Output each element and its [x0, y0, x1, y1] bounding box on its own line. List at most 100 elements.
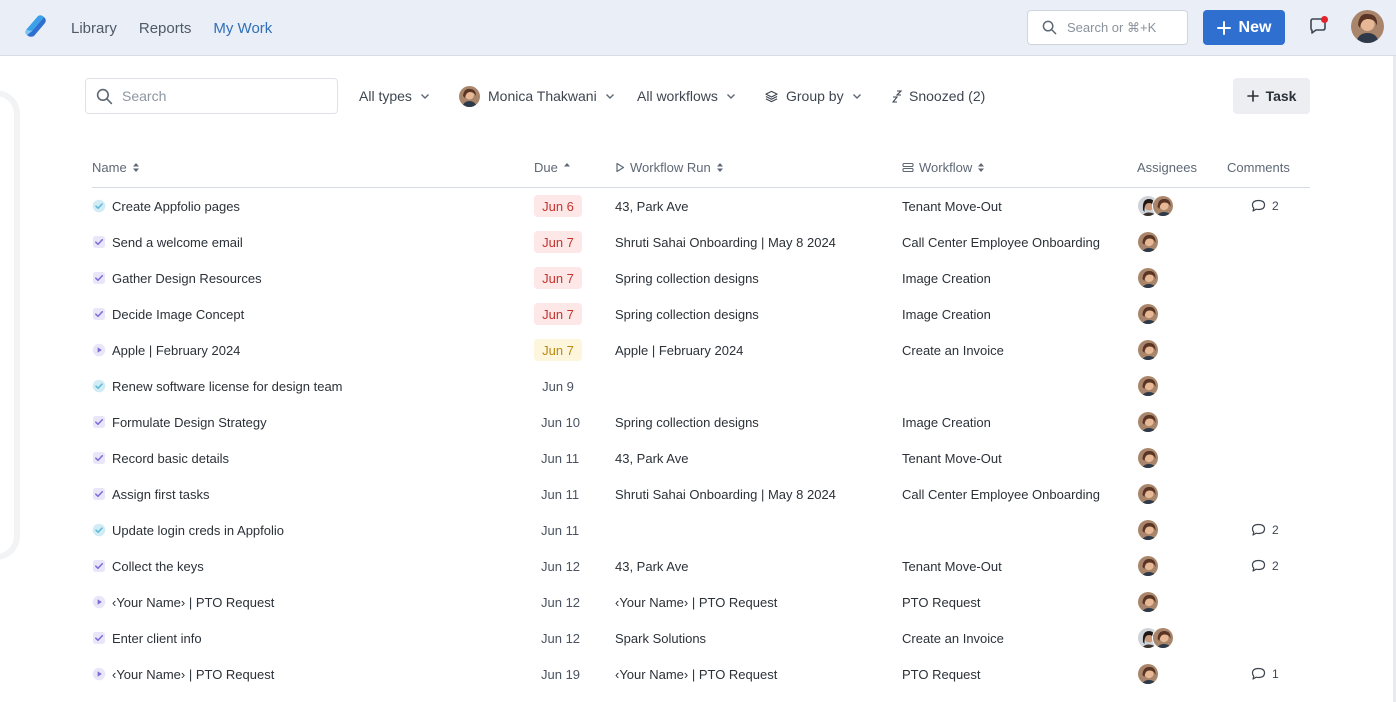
- avatar[interactable]: [1137, 519, 1159, 541]
- table-row[interactable]: Gather Design Resources Jun 7 Spring colle…: [92, 260, 1310, 296]
- table-row[interactable]: Send a welcome email Jun 7 Shruti Sahai On…: [92, 224, 1310, 260]
- due-date-badge[interactable]: Jun 7: [534, 303, 582, 325]
- task-name[interactable]: Create Appfolio pages: [112, 198, 240, 214]
- due-date-badge[interactable]: Jun 12: [541, 558, 581, 574]
- add-task-button[interactable]: Task: [1233, 78, 1310, 114]
- types-filter[interactable]: All types: [359, 78, 430, 114]
- task-name[interactable]: Enter client info: [112, 630, 202, 646]
- due-date-badge[interactable]: Jun 12: [541, 594, 581, 610]
- avatar[interactable]: [1137, 375, 1159, 397]
- assignee-avatars[interactable]: [1137, 195, 1174, 217]
- due-date-badge[interactable]: Jun 11: [541, 450, 580, 466]
- assignee-avatars[interactable]: [1137, 339, 1159, 361]
- avatar[interactable]: [1137, 303, 1159, 325]
- avatar[interactable]: [1152, 627, 1174, 649]
- workflow-run-link[interactable]: Spring collection designs: [615, 270, 759, 286]
- workflow-run-link[interactable]: ‹Your Name› | PTO Request: [615, 666, 778, 682]
- avatar[interactable]: [1137, 663, 1159, 685]
- play-circle-icon[interactable]: [92, 595, 106, 609]
- checkbox-icon[interactable]: [92, 451, 106, 465]
- assignee-avatars[interactable]: [1137, 627, 1174, 649]
- comment-count[interactable]: 2: [1251, 548, 1279, 584]
- checkbox-icon[interactable]: [92, 631, 106, 645]
- assignee-avatars[interactable]: [1137, 231, 1159, 253]
- assignee-avatars[interactable]: [1137, 555, 1159, 577]
- task-name[interactable]: ‹Your Name› | PTO Request: [112, 666, 275, 682]
- task-name[interactable]: Collect the keys: [112, 558, 204, 574]
- task-name[interactable]: Gather Design Resources: [112, 270, 262, 286]
- check-circle-icon[interactable]: [92, 379, 106, 393]
- checkbox-icon[interactable]: [92, 271, 106, 285]
- workflow-link[interactable]: Tenant Move-Out: [902, 450, 1002, 466]
- column-header-workflow-run[interactable]: Workflow Run: [615, 160, 724, 175]
- play-circle-icon[interactable]: [92, 343, 106, 357]
- workflow-run-link[interactable]: 43, Park Ave: [615, 558, 689, 574]
- assignee-avatars[interactable]: [1137, 483, 1159, 505]
- check-circle-icon[interactable]: [92, 199, 106, 213]
- nav-link-reports[interactable]: Reports: [138, 19, 192, 37]
- table-row[interactable]: Collect the keys Jun 12 43, Park Ave Tenant…: [92, 548, 1310, 584]
- table-row[interactable]: Enter client info Jun 12 Spark Solutions Cr…: [92, 620, 1310, 656]
- workflow-link[interactable]: Tenant Move-Out: [902, 198, 1002, 214]
- column-header-due[interactable]: Due: [534, 160, 571, 175]
- avatar[interactable]: [1152, 195, 1174, 217]
- workflow-link[interactable]: Create an Invoice: [902, 630, 1004, 646]
- due-date-badge[interactable]: Jun 19: [541, 666, 581, 682]
- workflow-run-link[interactable]: Apple | February 2024: [615, 342, 744, 358]
- workflow-run-link[interactable]: Shruti Sahai Onboarding | May 8 2024: [615, 234, 836, 250]
- workflow-run-link[interactable]: 43, Park Ave: [615, 198, 689, 214]
- table-row[interactable]: Record basic details Jun 11 43, Park Ave Te…: [92, 440, 1310, 476]
- workflow-link[interactable]: PTO Request: [902, 666, 981, 682]
- snoozed-filter[interactable]: Snoozed (2): [892, 78, 985, 114]
- table-row[interactable]: ‹Your Name› | PTO Request Jun 12 ‹Your Nam…: [92, 584, 1310, 620]
- assignee-avatars[interactable]: [1137, 303, 1159, 325]
- nav-link-my-work[interactable]: My Work: [213, 19, 273, 37]
- workflow-link[interactable]: Image Creation: [902, 270, 991, 286]
- avatar[interactable]: [1137, 483, 1159, 505]
- workflow-run-link[interactable]: Shruti Sahai Onboarding | May 8 2024: [615, 486, 836, 502]
- avatar[interactable]: [1137, 267, 1159, 289]
- assignee-avatars[interactable]: [1137, 267, 1159, 289]
- table-row[interactable]: Formulate Design Strategy Jun 10 Spring co…: [92, 404, 1310, 440]
- table-row[interactable]: Apple | February 2024 Jun 7 Apple | Februa…: [92, 332, 1310, 368]
- new-button[interactable]: New: [1203, 10, 1285, 45]
- table-row[interactable]: Assign first tasks Jun 11 Shruti Sahai Onb…: [92, 476, 1310, 512]
- due-date-badge[interactable]: Jun 7: [534, 231, 582, 253]
- avatar[interactable]: [1137, 591, 1159, 613]
- group-by-filter[interactable]: Group by: [765, 78, 862, 114]
- task-name[interactable]: Assign first tasks: [112, 486, 210, 502]
- column-header-name[interactable]: Name: [92, 160, 140, 175]
- task-search-input[interactable]: Search: [85, 78, 338, 114]
- checkbox-icon[interactable]: [92, 235, 106, 249]
- workflow-link[interactable]: Create an Invoice: [902, 342, 1004, 358]
- comment-count[interactable]: 2: [1251, 512, 1279, 548]
- workflow-link[interactable]: Call Center Employee Onboarding: [902, 234, 1100, 250]
- table-row[interactable]: Create Appfolio pages Jun 6 43, Park Ave Te…: [92, 188, 1310, 224]
- task-name[interactable]: Renew software license for design team: [112, 378, 343, 394]
- table-row[interactable]: ‹Your Name› | PTO Request Jun 19 ‹Your Nam…: [92, 656, 1310, 692]
- assignee-avatars[interactable]: [1137, 663, 1159, 685]
- avatar[interactable]: [1137, 231, 1159, 253]
- due-date-badge[interactable]: Jun 9: [542, 378, 574, 394]
- workflow-link[interactable]: Image Creation: [902, 414, 991, 430]
- assignee-avatars[interactable]: [1137, 411, 1159, 433]
- assignee-avatars[interactable]: [1137, 519, 1159, 541]
- workflow-run-link[interactable]: 43, Park Ave: [615, 450, 689, 466]
- checkbox-icon[interactable]: [92, 487, 106, 501]
- avatar[interactable]: [1137, 411, 1159, 433]
- table-row[interactable]: Update login creds in Appfolio Jun 11 2: [92, 512, 1310, 548]
- checkbox-icon[interactable]: [92, 307, 106, 321]
- app-logo-icon[interactable]: [20, 12, 50, 42]
- nav-link-library[interactable]: Library: [71, 19, 117, 37]
- workflow-link[interactable]: Call Center Employee Onboarding: [902, 486, 1100, 502]
- scrollbar-track[interactable]: [1393, 56, 1396, 702]
- workflow-run-link[interactable]: Spring collection designs: [615, 414, 759, 430]
- avatar[interactable]: [1137, 447, 1159, 469]
- due-date-badge[interactable]: Jun 12: [541, 630, 581, 646]
- avatar[interactable]: [1137, 339, 1159, 361]
- task-name[interactable]: Send a welcome email: [112, 234, 243, 250]
- workflow-link[interactable]: PTO Request: [902, 594, 981, 610]
- task-name[interactable]: Formulate Design Strategy: [112, 414, 267, 430]
- checkbox-icon[interactable]: [92, 415, 106, 429]
- play-circle-icon[interactable]: [92, 667, 106, 681]
